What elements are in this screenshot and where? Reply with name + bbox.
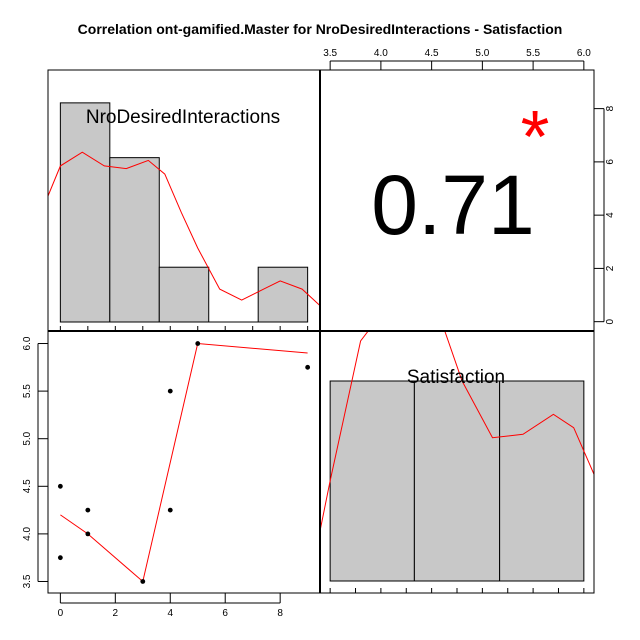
x-axis-tick-label: 0 — [58, 608, 64, 619]
x-axis-tick-label: 4 — [167, 608, 173, 619]
y-axis-tick-label: 4.0 — [22, 527, 33, 541]
histogram-bar — [413, 380, 501, 582]
scatter-point — [140, 579, 146, 584]
scatter-point — [167, 507, 173, 513]
variable-label-nro-desired-interactions: NroDesiredInteractions — [86, 107, 280, 128]
smoother-line — [60, 342, 308, 583]
histogram-bar — [109, 157, 160, 323]
density-line — [320, 331, 594, 532]
scatter-point — [57, 555, 63, 561]
top-axis-tick-label: 4.5 — [425, 48, 439, 59]
y-axis-tick-label: 5.0 — [22, 431, 33, 445]
y-axis-tick-label: 4.5 — [22, 479, 33, 493]
x-axis-tick-label: 2 — [113, 608, 119, 619]
scatter-point — [305, 364, 311, 370]
significance-star: * — [521, 95, 550, 178]
chart-title: Correlation ont-gamified.Master for NroD… — [78, 21, 563, 37]
scatter-point — [167, 388, 173, 394]
histogram-bar — [329, 380, 415, 582]
top-axis-tick-label: 3.5 — [323, 48, 337, 59]
right-axis-tick-label: 0 — [605, 318, 616, 324]
correlation-value: 0.71 — [371, 158, 535, 252]
scatter-panel: 0 2 4 6 8 3.5 4.0 4.5 5.0 5.5 6.0 — [22, 336, 311, 619]
top-axis-tick-label: 5.0 — [475, 48, 489, 59]
right-axis-tick-label: 2 — [605, 265, 616, 271]
correlation-panel: 0 2 4 6 8 — [594, 105, 616, 324]
top-axis-tick-label: 6.0 — [577, 48, 591, 59]
histogram-bar — [59, 102, 111, 323]
y-axis-tick-label: 5.5 — [22, 384, 33, 398]
top-axis-tick-label: 5.5 — [526, 48, 540, 59]
histogram-bar — [257, 266, 309, 323]
x-axis-tick-label: 6 — [222, 608, 228, 619]
scatter-point — [195, 341, 201, 346]
scatter-point — [85, 531, 91, 537]
top-axis-tick-label: 4.0 — [374, 48, 388, 59]
right-axis-tick-label: 6 — [605, 159, 616, 165]
density-line — [47, 151, 321, 306]
histogram-panel-satisfaction: 3.5 4.0 4.5 5.0 5.5 6.0 — [320, 48, 594, 593]
histogram-bar — [499, 380, 585, 582]
histogram-panel-nro-desired-interactions — [47, 102, 321, 331]
right-axis-tick-label: 4 — [605, 212, 616, 218]
right-axis-tick-label: 8 — [605, 105, 616, 111]
variable-label-satisfaction: Satisfaction — [407, 367, 505, 388]
panel-border — [47, 330, 321, 594]
y-axis-tick-label: 6.0 — [22, 336, 33, 350]
histogram-bar — [158, 266, 210, 323]
x-axis-tick-label: 8 — [277, 608, 283, 619]
scatter-point — [57, 483, 63, 489]
scatter-point — [85, 507, 91, 513]
y-axis-tick-label: 3.5 — [22, 574, 33, 588]
